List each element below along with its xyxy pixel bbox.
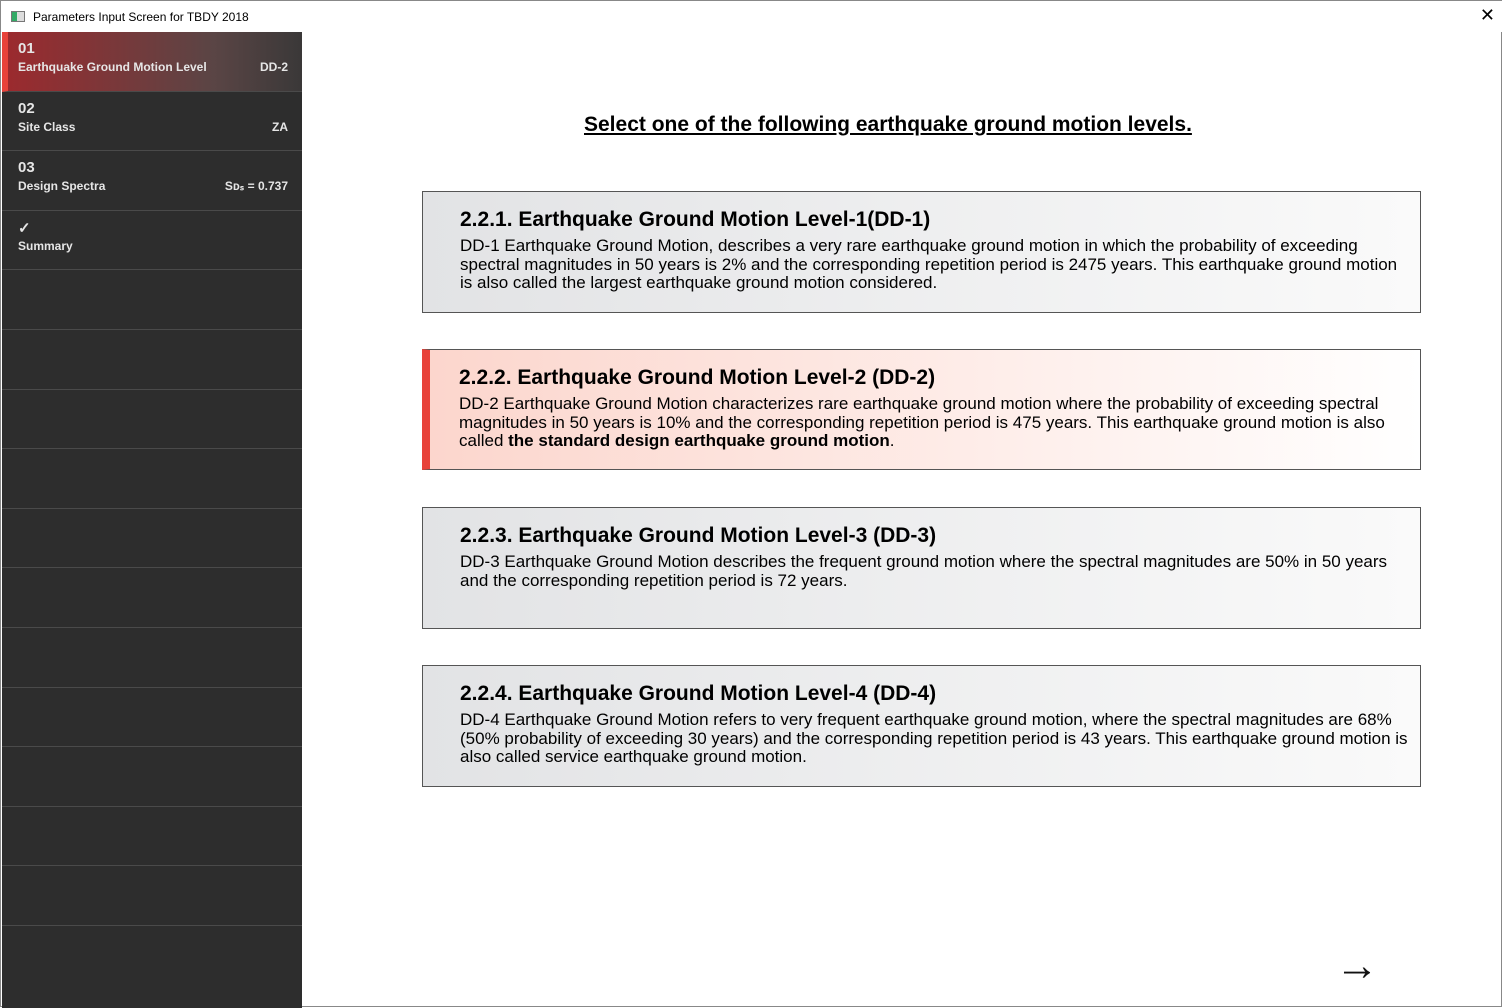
sidebar-empty-row [2,568,302,628]
app-icon [11,11,25,22]
option-description: DD-1 Earthquake Ground Motion, describes… [460,236,1398,292]
step-label: Site Class [18,119,76,134]
step-value: Sᴅₛ = 0.737 [224,179,288,194]
option-title: 2.2.4. Earthquake Ground Motion Level-4 … [460,682,937,705]
sidebar-empty-row [2,390,302,450]
sidebar-empty-row [2,807,302,867]
sidebar-empty-row [2,866,302,926]
sidebar-empty-row [2,747,302,807]
sidebar: 01 Earthquake Ground Motion Level DD-2 02… [2,32,302,1008]
sidebar-empty-row [2,330,302,390]
step-value: DD-2 [259,60,288,74]
step-number: 01 [18,40,35,57]
sidebar-empty-row [2,688,302,748]
step-value: ZA [272,119,288,134]
close-icon[interactable]: ✕ [1479,5,1495,25]
sidebar-item-summary[interactable]: ✓ Summary [2,211,302,271]
sidebar-empty-row [2,270,302,330]
option-title: 2.2.3. Earthquake Ground Motion Level-3 … [460,524,937,547]
option-dd3[interactable]: 2.2.3. Earthquake Ground Motion Level-3 … [422,507,1421,629]
window-title: Parameters Input Screen for TBDY 2018 [33,9,249,24]
title-bar: Parameters Input Screen for TBDY 2018 ✕ [1,1,1502,32]
step-label: Summary [18,238,73,253]
option-description: DD-4 Earthquake Ground Motion refers to … [460,710,1408,766]
option-dd4[interactable]: 2.2.4. Earthquake Ground Motion Level-4 … [422,665,1421,787]
sidebar-empty-row [2,628,302,688]
option-title: 2.2.2. Earthquake Ground Motion Level-2 … [459,366,936,389]
option-description: DD-2 Earthquake Ground Motion characteri… [459,394,1385,450]
page-heading: Select one of the following earthquake g… [584,113,1192,136]
step-number: 02 [18,99,35,117]
sidebar-item-ground-motion[interactable]: 01 Earthquake Ground Motion Level DD-2 [2,32,302,92]
sidebar-empty-row [2,509,302,569]
step-label: Design Spectra [18,179,106,194]
step-number: 03 [18,159,35,177]
next-arrow-button[interactable]: → [1335,941,1379,990]
option-dd2[interactable]: 2.2.2. Earthquake Ground Motion Level-2 … [422,349,1421,470]
check-icon: ✓ [18,219,31,237]
option-dd1[interactable]: 2.2.1. Earthquake Ground Motion Level-1(… [422,191,1421,313]
sidebar-item-site-class[interactable]: 02 Site Class ZA [2,92,302,152]
sidebar-empty-row [2,449,302,509]
step-label: Earthquake Ground Motion Level [18,60,207,74]
sidebar-item-design-spectra[interactable]: 03 Design Spectra Sᴅₛ = 0.737 [2,151,302,211]
option-description: DD-3 Earthquake Ground Motion describes … [460,552,1388,590]
option-title: 2.2.1. Earthquake Ground Motion Level-1(… [460,208,931,231]
